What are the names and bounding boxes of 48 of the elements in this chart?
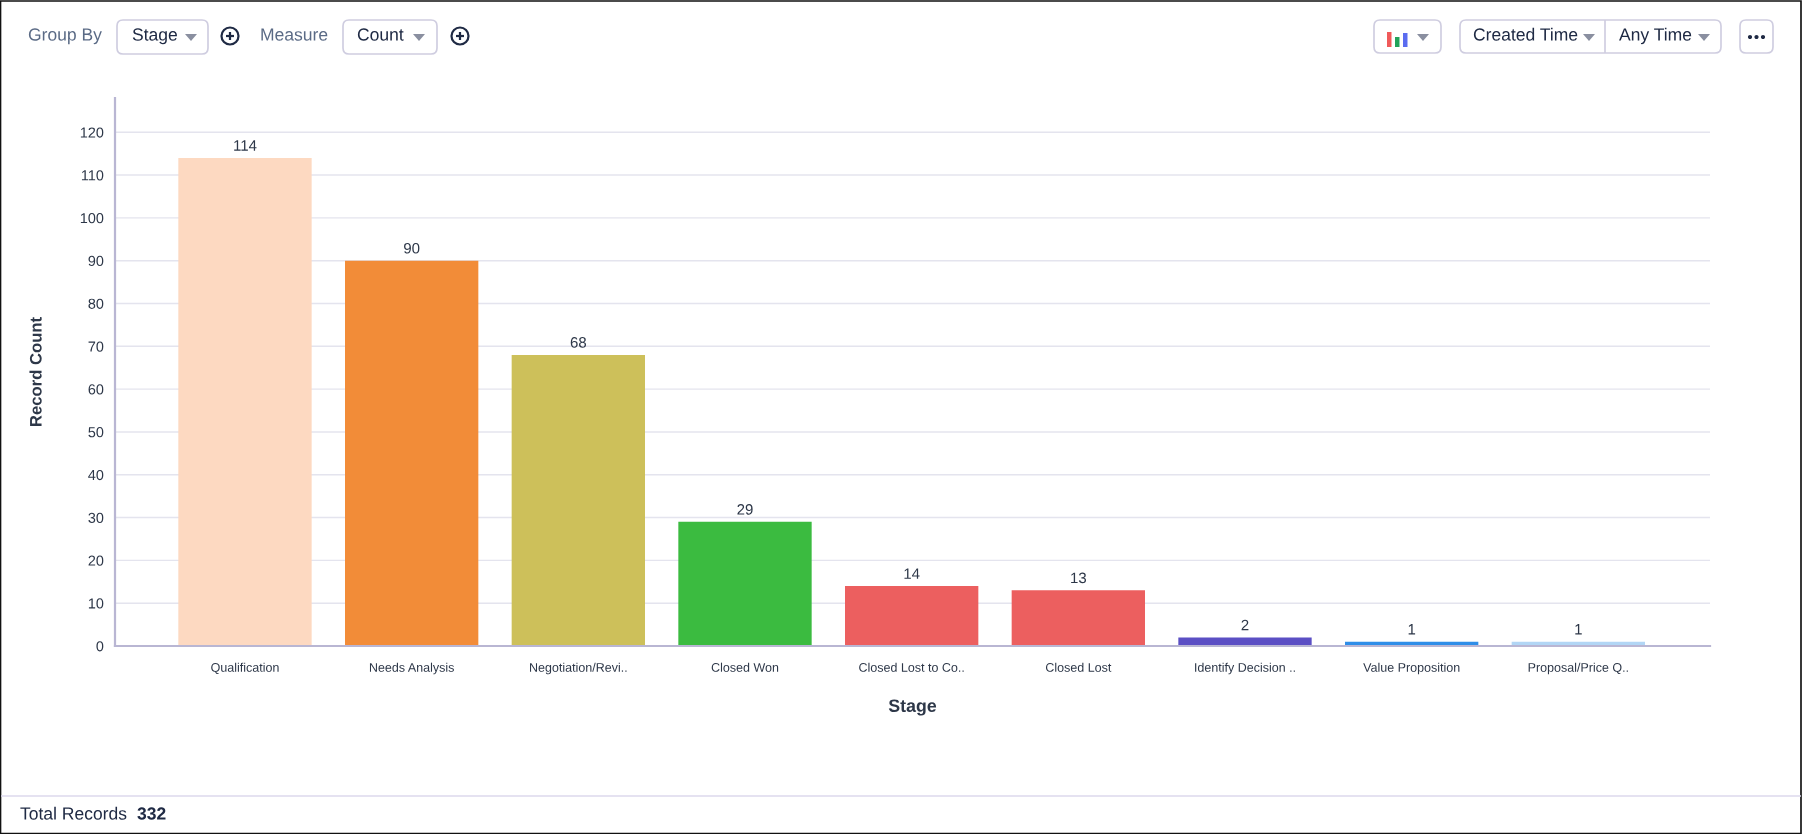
data-label: 1 [1575, 624, 1582, 635]
bar [511, 354, 645, 646]
y-tick-label: 60 [88, 384, 104, 395]
data-label: 13 [1071, 572, 1087, 584]
bar [345, 260, 479, 646]
y-tick-label: 40 [88, 469, 104, 481]
text: Any Time [1619, 27, 1692, 45]
y-tick-label: 30 [88, 512, 104, 523]
x-axis-title: Stage [888, 699, 937, 716]
data-label: 1 [1408, 624, 1416, 635]
bar [1011, 590, 1145, 646]
data-label: 114 [234, 140, 257, 151]
text: Total Records [20, 806, 127, 820]
data-label: 14 [904, 568, 920, 579]
x-tick-label: Closed Won [711, 662, 779, 672]
data-label: 68 [570, 337, 587, 348]
text: Created Time [1473, 27, 1578, 41]
y-tick-label: 110 [81, 170, 104, 181]
y-tick-label: 20 [88, 555, 104, 566]
y-axis-title: Record Count [29, 317, 42, 426]
bar [678, 521, 812, 646]
data-label: 2 [1241, 619, 1249, 631]
y-tick-label: 70 [88, 341, 104, 352]
x-tick-label: Closed Lost [1045, 662, 1112, 672]
x-tick-label: Proposal/Price Q.. [1528, 662, 1628, 675]
x-tick-label: Qualification [211, 662, 279, 675]
y-tick-label: 50 [88, 427, 104, 438]
y-tick-label: 0 [96, 641, 104, 652]
x-tick-label: Needs Analysis [369, 662, 454, 675]
text: Group By [28, 28, 102, 45]
y-tick-label: 120 [80, 127, 104, 138]
text: Stage [132, 28, 177, 45]
data-label: 90 [404, 242, 420, 254]
x-tick-label: Closed Lost to Co.. [859, 662, 964, 672]
y-tick-label: 100 [80, 213, 104, 224]
bar [178, 157, 312, 646]
text: 332 [137, 807, 166, 820]
x-tick-label: Identify Decision .. [1195, 662, 1295, 675]
data-label: 29 [737, 504, 753, 515]
x-tick-label: Value Proposition [1363, 662, 1460, 675]
bar [845, 586, 979, 646]
bar [1178, 637, 1312, 646]
text: Measure [261, 28, 328, 41]
y-tick-label: 90 [88, 255, 104, 267]
x-tick-label: Negotiation/Revi.. [530, 662, 627, 675]
y-tick-label: 10 [88, 598, 104, 609]
y-tick-label: 80 [88, 298, 104, 309]
text: Count [357, 28, 404, 41]
